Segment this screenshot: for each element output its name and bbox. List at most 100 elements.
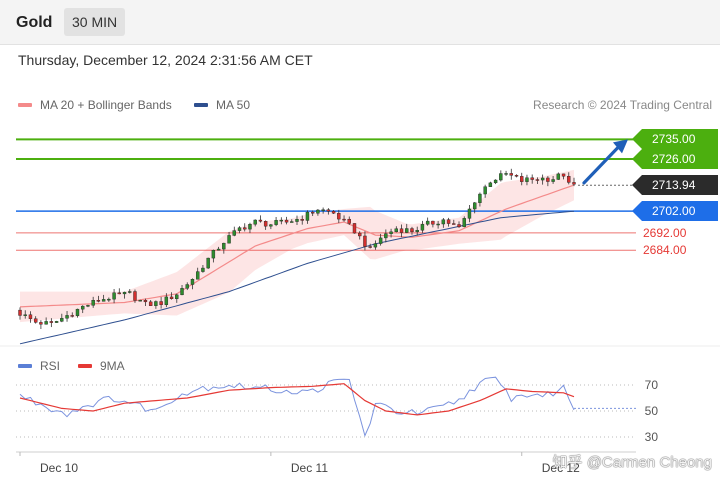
x-tick-label: Dec 12	[541, 461, 580, 475]
candle-body	[96, 300, 101, 302]
price-tag-2726-00: 2726.00	[632, 148, 718, 169]
x-tick-label: Dec 11	[290, 461, 328, 475]
candle-body	[572, 182, 576, 185]
report-datetime: Thursday, December 12, 2024 2:31:56 AM C…	[18, 52, 313, 68]
candle-body	[462, 218, 466, 228]
candle-body	[488, 182, 493, 187]
candle-body	[263, 221, 268, 227]
candle-body	[18, 309, 22, 316]
ma50-line	[19, 210, 575, 345]
header-bar: Gold 30 MIN	[0, 0, 720, 45]
candle-body	[274, 220, 278, 225]
candle-body	[185, 284, 189, 289]
candle-body	[122, 291, 127, 295]
candle-body	[133, 291, 137, 301]
legend-ma50: MA 50	[194, 98, 250, 112]
candle-body	[28, 314, 33, 319]
candle-body	[75, 308, 80, 316]
interval-button[interactable]: 30 MIN	[64, 8, 126, 36]
forecast-arrow-head	[613, 139, 628, 154]
candle-body	[258, 219, 263, 222]
candle-body	[493, 179, 498, 184]
rsi-line	[19, 376, 575, 438]
candle-body	[415, 230, 419, 233]
candle-body	[222, 242, 226, 250]
legend-ma9: 9MA	[78, 359, 125, 373]
candle-body	[363, 235, 367, 247]
price-tag-2692-00: 2692.00	[643, 225, 687, 240]
candle-body	[253, 219, 257, 225]
candle-body	[337, 213, 341, 220]
bollinger-band	[20, 169, 574, 323]
candle-body	[284, 219, 289, 223]
ma20-legend-label: MA 20 + Bollinger Bands	[40, 98, 172, 112]
candle-body	[326, 209, 331, 212]
candle-body	[399, 228, 404, 233]
candle-body	[86, 305, 90, 307]
candle-body	[331, 211, 336, 214]
source-credit: Research © 2024 Trading Central	[533, 98, 712, 112]
candle-body	[551, 179, 555, 182]
candle-body	[530, 177, 534, 180]
candle-body	[290, 221, 294, 223]
candle-body	[546, 177, 550, 182]
candle-body	[227, 235, 231, 244]
price-tag-2713-94: 2713.94	[632, 175, 718, 196]
candle-body	[520, 176, 524, 182]
x-tick-label: Dec 10	[40, 461, 79, 475]
candle-body	[525, 177, 529, 182]
candle-body	[305, 211, 310, 221]
candle-body	[384, 233, 388, 239]
candle-body	[420, 224, 425, 231]
candle-body	[368, 246, 372, 248]
candle-body	[159, 301, 163, 305]
rsi-tick-label: 50	[644, 404, 658, 418]
candle-body	[243, 227, 247, 230]
watermark: 知乎 @Carmen Cheong	[552, 454, 712, 471]
candle-body	[431, 220, 435, 225]
candle-body	[436, 223, 440, 226]
candle-body	[405, 228, 409, 233]
candle-body	[352, 223, 357, 234]
candle-body	[143, 300, 148, 303]
candle-body	[180, 288, 184, 296]
candle-body	[556, 173, 561, 180]
candle-body	[237, 227, 242, 231]
candle-body	[540, 177, 545, 181]
candle-body	[148, 301, 153, 306]
candle-body	[478, 193, 482, 203]
candle-body	[446, 219, 451, 224]
ma20-swatch	[18, 103, 32, 107]
candle-body	[112, 292, 116, 300]
candle-body	[394, 228, 399, 233]
candle-body	[190, 279, 195, 285]
candle-body	[425, 220, 430, 225]
forecast-arrow	[582, 143, 622, 185]
candle-body	[279, 219, 284, 222]
candle-body	[452, 223, 456, 225]
ma9-swatch	[78, 364, 92, 368]
candle-body	[107, 298, 111, 301]
candle-body	[483, 186, 487, 195]
candle-body	[33, 318, 38, 323]
candle-body	[504, 173, 508, 175]
rsi-tick-label: 30	[644, 430, 658, 444]
candle-body	[60, 318, 64, 322]
candle-body	[499, 173, 503, 181]
rsi-ma9-line	[19, 383, 575, 416]
rsi-swatch	[18, 364, 32, 368]
candle-body	[65, 315, 69, 319]
price-tag-2702-00: 2702.00	[632, 201, 718, 222]
candle-body	[295, 218, 299, 222]
legend-rsi: RSI	[18, 359, 60, 373]
candle-body	[472, 202, 477, 210]
candle-body	[206, 257, 210, 269]
instrument-title: Gold	[16, 14, 53, 31]
ma20-line	[19, 184, 575, 308]
candle-body	[300, 218, 304, 221]
candle-body	[535, 179, 540, 181]
candle-body	[467, 208, 472, 219]
candle-body	[39, 322, 43, 325]
candle-body	[44, 321, 48, 325]
